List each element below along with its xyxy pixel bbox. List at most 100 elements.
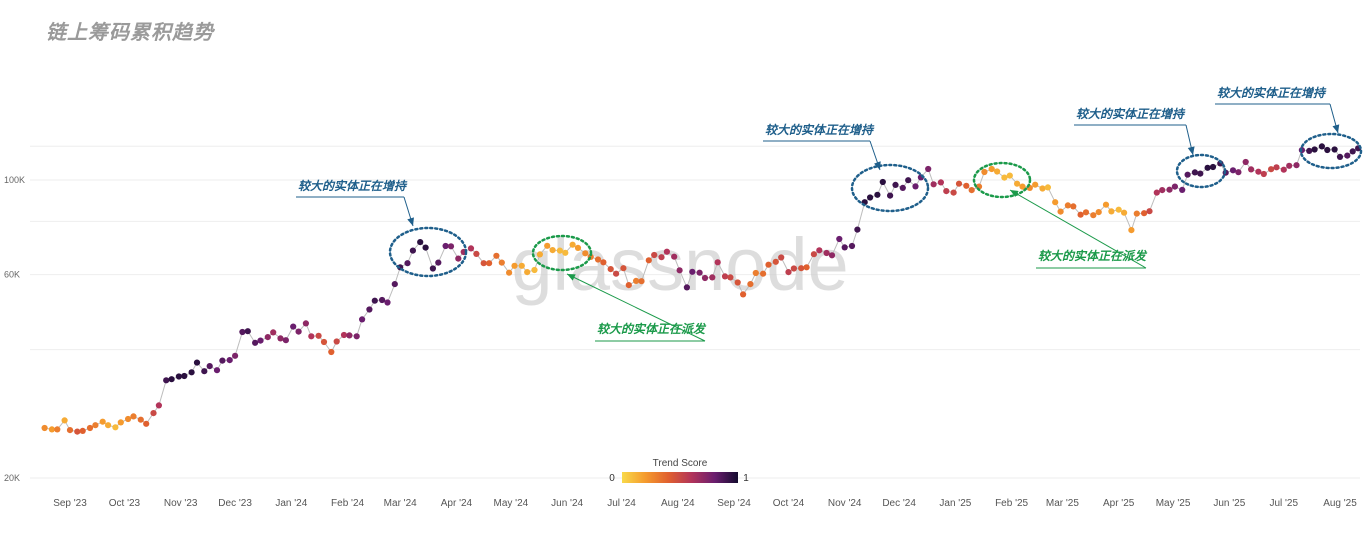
data-point xyxy=(721,273,729,280)
arrow-head xyxy=(1010,190,1019,198)
data-point xyxy=(620,265,627,272)
data-point xyxy=(625,282,632,289)
data-point xyxy=(518,262,525,269)
data-point xyxy=(696,269,703,276)
annotation-arrow xyxy=(566,273,706,342)
data-point xyxy=(651,251,658,259)
data-point xyxy=(709,274,716,281)
data-point xyxy=(671,253,678,260)
data-point xyxy=(467,245,475,252)
data-point xyxy=(1166,186,1173,193)
annotation-accumulate: 较大的实体正在增持 xyxy=(296,179,468,278)
data-point xyxy=(1095,209,1102,216)
data-point xyxy=(1306,147,1313,154)
x-tick-label: Jun '25 xyxy=(1213,498,1245,509)
data-point xyxy=(1141,210,1148,217)
data-point xyxy=(130,413,137,420)
x-tick-label: Oct '23 xyxy=(109,498,141,509)
data-point xyxy=(239,328,246,336)
data-point xyxy=(1108,208,1115,215)
data-point xyxy=(486,260,493,267)
data-point xyxy=(1229,167,1237,174)
data-point xyxy=(981,168,988,176)
data-point xyxy=(1324,146,1331,154)
data-point xyxy=(295,328,302,335)
x-tick-label: Apr '24 xyxy=(441,498,473,509)
data-point xyxy=(531,266,538,274)
data-point xyxy=(790,265,798,272)
annotation-accumulate: 较大的实体正在增持 xyxy=(1215,86,1363,170)
data-points xyxy=(41,143,1362,435)
data-point xyxy=(511,262,518,269)
data-point xyxy=(219,357,226,364)
data-point xyxy=(54,426,61,433)
data-point xyxy=(1077,211,1084,218)
data-point xyxy=(549,247,556,254)
data-point xyxy=(1052,199,1059,206)
data-point xyxy=(435,259,442,266)
data-point xyxy=(181,372,188,380)
annotation-distribute: 较大的实体正在派发 xyxy=(972,161,1148,269)
arrow-head xyxy=(567,274,576,281)
data-point xyxy=(290,323,297,330)
data-point xyxy=(391,281,398,288)
data-point xyxy=(968,187,975,194)
data-point xyxy=(912,183,919,190)
x-tick-label: Mar '24 xyxy=(384,498,417,509)
y-tick-label: 60K xyxy=(4,270,20,280)
data-point xyxy=(480,260,487,267)
highlight-ellipse xyxy=(1175,153,1227,189)
x-tick-label: Sep '23 xyxy=(53,498,87,509)
data-point xyxy=(105,422,112,429)
data-point xyxy=(899,184,906,191)
data-point xyxy=(1204,164,1211,171)
data-point xyxy=(1039,185,1046,192)
data-point xyxy=(1146,208,1153,215)
x-tick-label: Jan '25 xyxy=(939,498,971,509)
data-point xyxy=(244,328,251,335)
data-point xyxy=(366,306,373,313)
x-tick-label: Jul '24 xyxy=(607,498,636,509)
data-point xyxy=(887,192,894,199)
data-point xyxy=(1248,166,1255,173)
data-point xyxy=(315,332,322,339)
data-point xyxy=(168,376,175,383)
data-point xyxy=(188,369,195,376)
data-point xyxy=(1133,210,1140,217)
data-point xyxy=(760,270,767,277)
x-tick-label: Feb '25 xyxy=(995,498,1028,509)
data-point xyxy=(798,265,805,272)
data-point xyxy=(676,267,683,274)
data-point xyxy=(1349,148,1356,155)
data-point xyxy=(143,420,150,427)
data-point xyxy=(384,299,391,306)
y-axis-ticks: 20K 60K 100K xyxy=(4,175,25,483)
x-tick-label: Aug '24 xyxy=(661,498,695,509)
color-legend: Trend Score 0 1 xyxy=(609,458,749,484)
data-point xyxy=(574,244,582,251)
data-point xyxy=(264,334,271,341)
data-point xyxy=(778,254,785,261)
data-point xyxy=(112,424,119,431)
data-point xyxy=(74,428,81,435)
data-point xyxy=(1293,162,1300,169)
data-point xyxy=(752,269,759,277)
data-point xyxy=(429,265,436,272)
data-point xyxy=(155,402,162,409)
data-point xyxy=(92,422,99,429)
data-point xyxy=(536,251,544,258)
data-point xyxy=(638,278,645,285)
x-tick-label: May '25 xyxy=(1156,498,1191,509)
data-point xyxy=(1197,170,1204,177)
data-point xyxy=(841,244,848,251)
data-point xyxy=(689,268,696,275)
data-point xyxy=(455,255,462,262)
data-point xyxy=(803,264,810,271)
y-tick-label: 100K xyxy=(4,175,25,185)
arrow-head xyxy=(874,161,881,170)
data-point xyxy=(810,251,818,258)
data-point xyxy=(879,178,886,186)
data-point xyxy=(1273,164,1280,171)
data-point xyxy=(524,269,531,276)
